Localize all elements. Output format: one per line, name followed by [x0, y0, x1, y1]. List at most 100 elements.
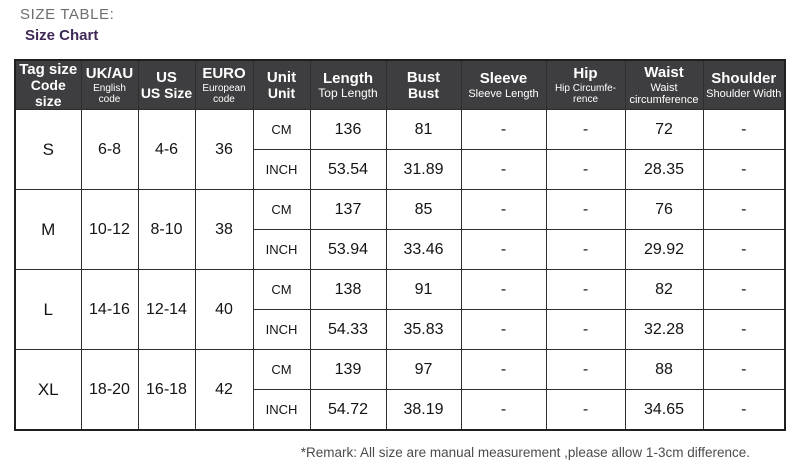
- col-sublabel: US Size: [140, 84, 193, 101]
- size-row-l-inch: INCH 54.33 35.83 - - 32.28 -: [15, 309, 786, 351]
- cell-sleeve: -: [460, 349, 547, 391]
- size-row-m-inch: INCH 53.94 33.46 - - 29.92 -: [15, 229, 786, 271]
- cell-bust: 91: [385, 269, 462, 311]
- cell-sleeve: -: [460, 269, 547, 311]
- cell-us: 12-14: [137, 269, 196, 351]
- size-chart-title: Size Chart: [25, 27, 99, 44]
- cell-bust: 81: [385, 109, 462, 151]
- cell-shoulder: -: [702, 189, 786, 231]
- cell-length: 54.33: [309, 309, 387, 351]
- cell-bust: 33.46: [385, 229, 462, 271]
- cell-unit: INCH: [252, 149, 311, 191]
- cell-length: 54.72: [309, 389, 387, 431]
- col-label: UK/AU: [85, 65, 134, 83]
- col-header-hip: Hip Hip Circumfe- rence: [545, 59, 626, 111]
- cell-hip: -: [545, 149, 626, 191]
- cell-bust: 31.89: [385, 149, 462, 191]
- cell-sleeve: -: [460, 309, 547, 351]
- cell-waist: 32.28: [624, 309, 704, 351]
- cell-length: 139: [309, 349, 387, 391]
- cell-unit: INCH: [252, 229, 311, 271]
- cell-uk-au: 10-12: [80, 189, 139, 271]
- col-label: Length: [323, 69, 373, 87]
- col-label: Sleeve: [479, 70, 528, 88]
- cell-tag: M: [14, 189, 82, 271]
- cell-tag: S: [14, 109, 82, 191]
- col-header-unit: Unit Unit: [252, 59, 311, 111]
- cell-shoulder: -: [702, 389, 786, 431]
- cell-tag: L: [14, 269, 82, 351]
- cell-shoulder: -: [702, 269, 786, 311]
- cell-hip: -: [545, 189, 626, 231]
- cell-sleeve: -: [460, 189, 547, 231]
- cell-waist: 82: [624, 269, 704, 311]
- cell-hip: -: [545, 229, 626, 271]
- col-header-waist: Waist Waist circumference: [624, 59, 704, 111]
- cell-unit: INCH: [252, 309, 311, 351]
- cell-unit: CM: [252, 189, 311, 231]
- col-label: Tag size: [19, 61, 78, 78]
- cell-unit: CM: [252, 109, 311, 151]
- col-sublabel: Shoulder Width: [706, 87, 782, 100]
- cell-waist: 29.92: [624, 229, 704, 271]
- col-sublabel: Sleeve Length: [468, 87, 539, 100]
- cell-unit: CM: [252, 349, 311, 391]
- cell-hip: -: [545, 309, 626, 351]
- col-header-shoulder: Shoulder Shoulder Width: [702, 59, 786, 111]
- cell-uk-au: 6-8: [80, 109, 139, 191]
- cell-sleeve: -: [460, 389, 547, 431]
- cell-us: 8-10: [137, 189, 196, 271]
- col-label: EURO: [202, 65, 246, 83]
- cell-euro: 40: [194, 269, 254, 351]
- size-chart-table: Tag size Code size UK/AU English code US…: [14, 59, 786, 432]
- cell-length: 53.94: [309, 229, 387, 271]
- cell-bust: 85: [385, 189, 462, 231]
- cell-waist: 76: [624, 189, 704, 231]
- col-label: Bust: [406, 68, 441, 86]
- cell-hip: -: [545, 389, 626, 431]
- col-sublabel: Unit: [267, 84, 296, 101]
- cell-length: 137: [309, 189, 387, 231]
- cell-bust: 35.83: [385, 309, 462, 351]
- table-body: S 6-8 4-6 36 CM 136 81 - - 72 - INCH 53.…: [14, 109, 786, 431]
- col-sublabel: Waist circumference: [629, 81, 699, 106]
- cell-shoulder: -: [702, 349, 786, 391]
- cell-unit: INCH: [252, 389, 311, 431]
- cell-shoulder: -: [702, 109, 786, 151]
- col-header-tag-size: Tag size Code size: [14, 59, 82, 111]
- col-label: US: [156, 68, 177, 86]
- cell-waist: 72: [624, 109, 704, 151]
- cell-shoulder: -: [702, 149, 786, 191]
- col-label: Hip: [573, 65, 598, 83]
- size-row-s-cm: S 6-8 4-6 36 CM 136 81 - - 72 -: [14, 109, 786, 191]
- cell-length: 136: [309, 109, 387, 151]
- table-header: Tag size Code size UK/AU English code US…: [14, 59, 786, 111]
- size-row-s-inch: INCH 53.54 31.89 - - 28.35 -: [15, 149, 786, 191]
- cell-hip: -: [545, 269, 626, 311]
- col-sublabel: Hip Circumfe- rence: [554, 82, 617, 105]
- cell-unit: CM: [252, 269, 311, 311]
- col-sublabel: Top Length: [318, 86, 378, 101]
- cell-waist: 88: [624, 349, 704, 391]
- col-sublabel: Code size: [30, 77, 66, 109]
- cell-sleeve: -: [460, 229, 547, 271]
- cell-length: 53.54: [309, 149, 387, 191]
- cell-uk-au: 14-16: [80, 269, 139, 351]
- col-label: Shoulder: [711, 70, 777, 88]
- cell-uk-au: 18-20: [80, 349, 139, 431]
- size-row-xl-inch: INCH 54.72 38.19 - - 34.65 -: [15, 389, 786, 431]
- cell-sleeve: -: [460, 109, 547, 151]
- col-label: Unit: [266, 68, 297, 86]
- cell-us: 16-18: [137, 349, 196, 431]
- cell-euro: 38: [194, 189, 254, 271]
- col-header-us: US US Size: [137, 59, 196, 111]
- col-label: Waist: [644, 64, 684, 82]
- size-table-heading: SIZE TABLE:: [20, 6, 115, 23]
- cell-euro: 36: [194, 109, 254, 191]
- size-row-m-cm: M 10-12 8-10 38 CM 137 85 - - 76 -: [14, 189, 786, 271]
- col-sublabel: English code: [93, 82, 126, 105]
- size-row-l-cm: L 14-16 12-14 40 CM 138 91 - - 82 -: [14, 269, 786, 351]
- col-sublabel: European code: [202, 82, 246, 105]
- header-row: Tag size Code size UK/AU English code US…: [14, 59, 786, 111]
- cell-waist: 28.35: [624, 149, 704, 191]
